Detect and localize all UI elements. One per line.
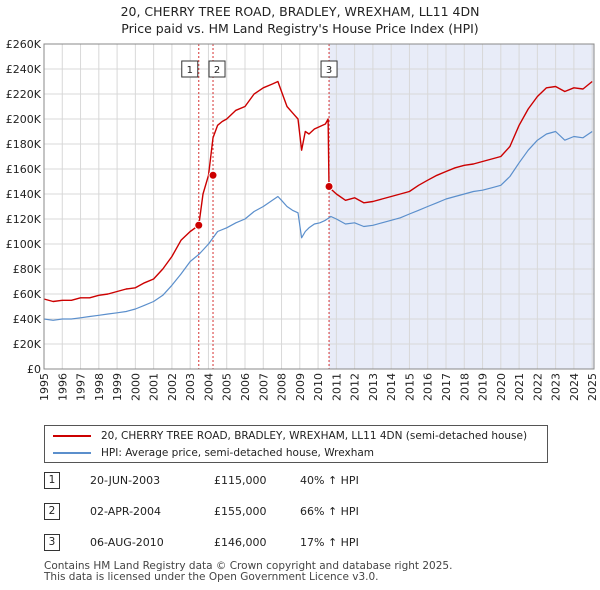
x-tick-label: 1998 xyxy=(93,373,106,401)
y-tick-label: £160K xyxy=(6,163,42,176)
x-tick-label: 2010 xyxy=(312,373,325,401)
y-tick-label: £260K xyxy=(6,38,42,51)
x-tick-label: 2003 xyxy=(184,373,197,401)
x-tick-label: 2008 xyxy=(276,373,289,401)
footer-line-1: Contains HM Land Registry data © Crown c… xyxy=(44,560,453,572)
hpi-line xyxy=(43,130,593,321)
x-tick-label: 1996 xyxy=(56,373,69,401)
sale-marker-number: 3 xyxy=(326,65,332,76)
x-tick-label: 2002 xyxy=(166,373,179,401)
x-tick-label: 2019 xyxy=(477,373,490,401)
x-tick-label: 2000 xyxy=(129,373,142,401)
sale-marker-number: 1 xyxy=(187,65,193,76)
sale-marker-box xyxy=(320,60,338,78)
sale-number-box: 2 xyxy=(44,503,60,520)
sale-number-box: 3 xyxy=(44,534,60,551)
x-tick-label: 2009 xyxy=(294,373,307,401)
x-tick-label: 2004 xyxy=(202,373,215,401)
sale-marker-box xyxy=(181,60,199,78)
sale-marker-number: 2 xyxy=(214,65,220,76)
x-tick-label: 2020 xyxy=(495,373,508,401)
legend: 20, CHERRY TREE ROAD, BRADLEY, WREXHAM, … xyxy=(44,425,548,463)
x-tick-label: 2012 xyxy=(349,373,362,401)
y-tick-label: £20K xyxy=(13,338,42,351)
x-tick-label: 2015 xyxy=(403,373,416,401)
y-tick-label: £60K xyxy=(13,288,42,301)
sale-row: 3 06-AUG-2010 £146,000 17% ↑ HPI xyxy=(44,533,464,553)
title-line-1: 20, CHERRY TREE ROAD, BRADLEY, WREXHAM, … xyxy=(120,4,480,19)
sale-row: 2 02-APR-2004 £155,000 66% ↑ HPI xyxy=(44,502,464,522)
y-tick-label: £0 xyxy=(27,363,41,376)
sale-date: 02-APR-2004 xyxy=(90,505,162,518)
x-tick-label: 2022 xyxy=(531,373,544,401)
sale-date: 06-AUG-2010 xyxy=(90,536,164,549)
sale-price: £146,000 xyxy=(214,536,267,549)
sale-hpi-change: 17% ↑ HPI xyxy=(300,536,359,549)
post-sale-shade xyxy=(329,44,594,369)
x-tick-label: 1997 xyxy=(75,373,88,401)
x-tick-label: 1995 xyxy=(38,373,51,401)
y-tick-label: £200K xyxy=(6,113,42,126)
x-tick-label: 2018 xyxy=(458,373,471,401)
legend-swatch-hpi xyxy=(53,452,91,454)
sale-date: 20-JUN-2003 xyxy=(90,474,161,487)
y-tick-label: £140K xyxy=(6,188,42,201)
x-tick-label: 2023 xyxy=(550,373,563,401)
x-tick-label: 2011 xyxy=(330,373,343,401)
x-tick-label: 2016 xyxy=(422,373,435,401)
x-tick-label: 2006 xyxy=(239,373,252,401)
x-tick-label: 2014 xyxy=(385,373,398,401)
legend-label-property: 20, CHERRY TREE ROAD, BRADLEY, WREXHAM, … xyxy=(101,430,528,442)
x-tick-label: 2017 xyxy=(440,373,453,401)
x-tick-label: 2013 xyxy=(367,373,380,401)
title-line-2: Price paid vs. HM Land Registry's House … xyxy=(121,21,479,36)
price-chart: £0 £20K £40K £60K £80K £100K £120K £140K £160K £1… xyxy=(6,38,599,401)
x-tick-label: 2021 xyxy=(513,373,526,401)
sale-hpi-change: 66% ↑ HPI xyxy=(300,505,359,518)
sale-point xyxy=(208,170,218,180)
legend-label-hpi: HPI: Average price, semi-detached house,… xyxy=(101,447,375,459)
sale-marker-box xyxy=(208,60,226,78)
property-price-line xyxy=(43,80,593,303)
sale-point xyxy=(324,182,334,191)
y-tick-label: £240K xyxy=(6,63,42,76)
x-tick-label: 1999 xyxy=(111,373,124,401)
y-tick-label: £220K xyxy=(6,88,42,101)
sale-number-box: 1 xyxy=(44,472,60,489)
y-tick-label: £40K xyxy=(13,313,42,326)
x-tick-label: 2007 xyxy=(257,373,270,401)
footer-line-2: This data is licensed under the Open Gov… xyxy=(44,571,379,583)
x-tick-label: 2025 xyxy=(586,373,599,401)
x-tick-label: 2001 xyxy=(148,373,161,401)
sale-point xyxy=(194,220,204,230)
y-tick-label: £120K xyxy=(6,213,42,226)
y-tick-label: £100K xyxy=(6,238,42,251)
legend-swatch-property xyxy=(53,435,91,437)
y-tick-label: £180K xyxy=(6,138,42,151)
sale-row: 1 20-JUN-2003 £115,000 40% ↑ HPI xyxy=(44,471,464,491)
plot-border xyxy=(43,43,595,370)
sale-price: £155,000 xyxy=(214,505,267,518)
sale-hpi-change: 40% ↑ HPI xyxy=(300,474,359,487)
y-tick-label: £80K xyxy=(13,263,42,276)
chart-title: 20, CHERRY TREE ROAD, BRADLEY, WREXHAM, … xyxy=(0,3,600,37)
x-tick-label: 2005 xyxy=(221,373,234,401)
footer: Contains HM Land Registry data © Crown c… xyxy=(44,561,452,583)
x-tick-label: 2024 xyxy=(568,373,581,401)
sale-price: £115,000 xyxy=(214,474,267,487)
